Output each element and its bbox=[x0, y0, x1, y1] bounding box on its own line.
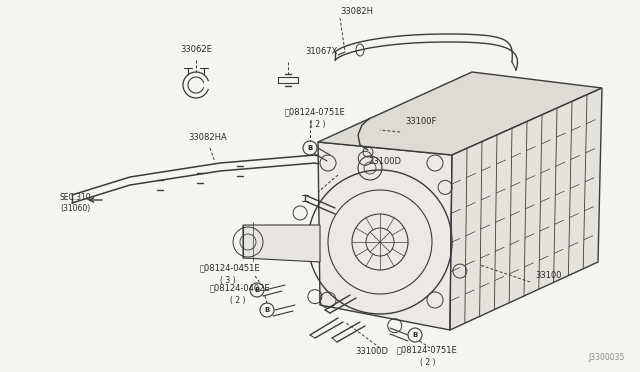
Text: 33100: 33100 bbox=[535, 270, 561, 279]
Text: ( 2 ): ( 2 ) bbox=[420, 357, 435, 366]
Text: ⒱08124-0402E: ⒱08124-0402E bbox=[210, 283, 271, 292]
Polygon shape bbox=[318, 72, 602, 155]
Text: B: B bbox=[254, 287, 260, 293]
Text: ( 3 ): ( 3 ) bbox=[220, 276, 236, 285]
Text: 33100F: 33100F bbox=[405, 118, 436, 126]
Text: ( 2 ): ( 2 ) bbox=[230, 295, 246, 305]
Text: ⒱08124-0751E: ⒱08124-0751E bbox=[397, 346, 458, 355]
Text: ( 2 ): ( 2 ) bbox=[310, 121, 326, 129]
Text: 33100D: 33100D bbox=[355, 347, 388, 356]
Text: 33100D: 33100D bbox=[368, 157, 401, 167]
Text: ⒱08124-0751E: ⒱08124-0751E bbox=[285, 108, 346, 116]
Polygon shape bbox=[243, 225, 320, 262]
Text: (31060): (31060) bbox=[60, 203, 90, 212]
Polygon shape bbox=[318, 142, 452, 330]
Polygon shape bbox=[450, 88, 602, 330]
Text: 33082H: 33082H bbox=[340, 7, 373, 16]
Text: B: B bbox=[307, 145, 312, 151]
Text: B: B bbox=[264, 307, 269, 313]
Text: 31067X: 31067X bbox=[305, 48, 337, 57]
Text: 33082HA: 33082HA bbox=[188, 134, 227, 142]
Text: B: B bbox=[412, 332, 418, 338]
Text: J3300035: J3300035 bbox=[589, 353, 625, 362]
Text: ⒱08124-0451E: ⒱08124-0451E bbox=[200, 263, 260, 273]
Text: 33062E: 33062E bbox=[180, 45, 212, 55]
Text: SEC.310: SEC.310 bbox=[60, 193, 92, 202]
